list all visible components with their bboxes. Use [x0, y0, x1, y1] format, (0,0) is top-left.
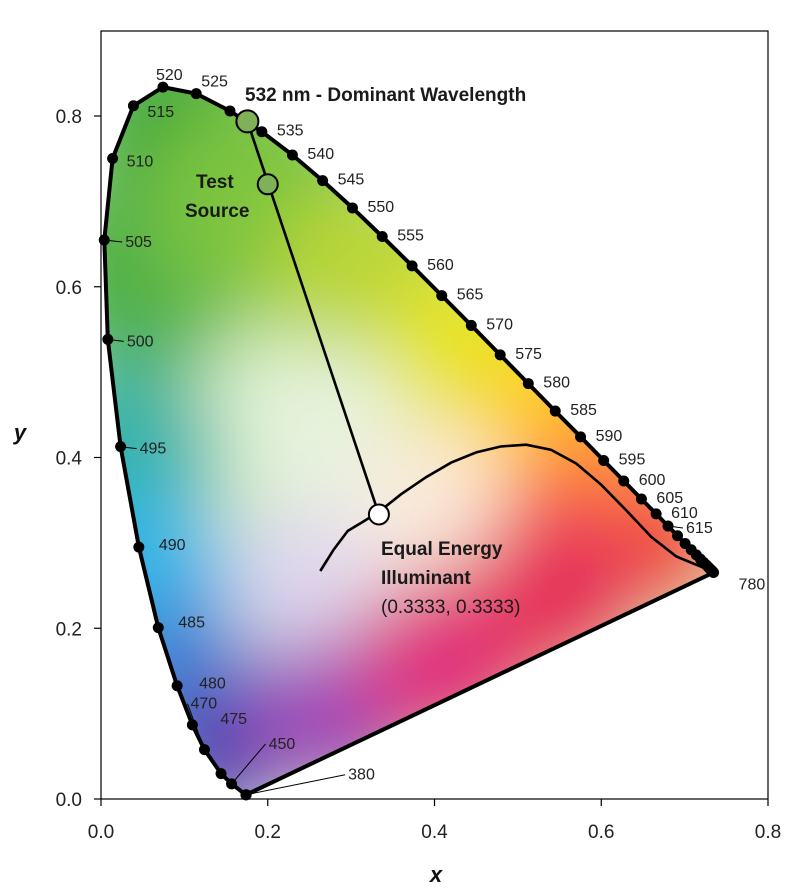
y-tick-label: 0.6 — [56, 278, 82, 299]
equal-energy-point — [367, 503, 390, 526]
wavelength-label-490: 490 — [159, 537, 186, 554]
wavelength-label-495: 495 — [140, 441, 167, 458]
equal-energy-coords: (0.3333, 0.3333) — [381, 597, 520, 618]
y-tick-label: 0.0 — [56, 790, 82, 811]
locus-dot — [317, 175, 329, 187]
locus-dot — [672, 530, 684, 542]
x-axis-title: x — [429, 862, 443, 887]
locus-dot — [152, 622, 164, 634]
wavelength-label-525: 525 — [201, 74, 228, 91]
x-tick-label: 0.0 — [88, 822, 114, 843]
locus-dot — [598, 454, 610, 466]
wavelength-label-610: 610 — [671, 505, 698, 522]
locus-dot — [240, 789, 252, 801]
wavelength-label-515: 515 — [147, 104, 174, 121]
dominant-point — [235, 109, 260, 134]
planckian-locus-curve — [319, 443, 715, 574]
locus-dot — [186, 719, 198, 731]
locus-dot — [198, 744, 210, 756]
wavelength-label-475: 475 — [220, 711, 247, 728]
locus-dot — [650, 508, 662, 520]
locus-dot — [226, 778, 238, 790]
wavelength-label-590: 590 — [596, 428, 623, 445]
x-tick-label: 0.2 — [255, 822, 281, 843]
wavelength-label-510: 510 — [127, 154, 154, 171]
locus-dot — [171, 680, 183, 692]
test-source-label-line1: Test — [196, 172, 234, 193]
locus-dot — [98, 234, 110, 246]
wavelength-label-505: 505 — [125, 234, 152, 251]
wavelength-label-545: 545 — [338, 172, 365, 189]
test-source-label-line2: Source — [185, 201, 249, 222]
y-tick-label: 0.4 — [56, 449, 83, 470]
locus-dot — [436, 290, 448, 302]
wavelength-label-535: 535 — [277, 123, 304, 140]
y-axis-title: y — [13, 420, 28, 445]
locus-dot — [549, 405, 561, 417]
wavelength-label-595: 595 — [619, 451, 646, 468]
wavelength-markers — [98, 81, 720, 801]
wavelength-label-540: 540 — [307, 146, 334, 163]
locus-dot — [708, 567, 720, 579]
wavelength-label-570: 570 — [486, 316, 513, 333]
locus-dot — [133, 541, 145, 553]
wavelength-label-450: 450 — [269, 736, 296, 753]
wavelength-label-485: 485 — [178, 615, 205, 632]
wavelength-label-585: 585 — [570, 402, 597, 419]
x-tick-label: 0.8 — [755, 822, 781, 843]
locus-dot — [157, 81, 169, 93]
locus-dot — [635, 493, 647, 505]
wavelength-label-480: 480 — [199, 676, 226, 693]
dominant-wavelength-label: 532 nm - Dominant Wavelength — [245, 85, 526, 106]
locus-dot — [224, 105, 236, 117]
wavelength-label-575: 575 — [515, 346, 542, 363]
locus-dot — [346, 202, 358, 214]
equal-energy-label-line1: Equal Energy — [381, 539, 503, 560]
x-axis-ticks: 0.0 0.2 0.4 0.6 0.8 — [88, 799, 781, 843]
x-tick-label: 0.6 — [588, 822, 614, 843]
wavelength-label-555: 555 — [397, 227, 424, 244]
wavelength-label-615: 615 — [686, 520, 713, 537]
locus-dot — [465, 319, 477, 331]
y-axis-ticks: 0.0 0.2 0.4 0.6 0.8 — [56, 107, 101, 811]
locus-dot — [575, 431, 587, 443]
wavelength-label-500: 500 — [127, 333, 154, 350]
locus-dot — [618, 475, 630, 487]
wavelength-label-560: 560 — [427, 257, 454, 274]
locus-dot — [256, 126, 268, 138]
y-tick-label: 0.2 — [56, 619, 82, 640]
wavelength-label-380: 380 — [348, 767, 375, 784]
locus-dot — [406, 260, 418, 272]
locus-dot — [127, 100, 139, 112]
featured-points — [235, 109, 390, 526]
wavelength-label-600: 600 — [639, 472, 666, 489]
locus-dot — [107, 153, 119, 165]
wavelength-label-520: 520 — [156, 67, 183, 84]
test-source-point — [256, 173, 279, 196]
locus-dot — [115, 441, 127, 453]
locus-dot — [662, 520, 674, 532]
wavelength-label-605: 605 — [656, 490, 683, 507]
locus-dot — [190, 88, 202, 100]
wavelength-label-550: 550 — [367, 199, 394, 216]
wavelength-label-780: 780 — [739, 577, 766, 594]
locus-dot — [376, 230, 388, 242]
wavelength-label-580: 580 — [543, 375, 570, 392]
y-tick-label: 0.8 — [56, 107, 82, 128]
locus-dot — [286, 149, 298, 161]
leader-line — [246, 774, 346, 796]
leader-line — [231, 743, 266, 785]
locus-dot — [215, 768, 227, 780]
locus-dot — [522, 378, 534, 390]
locus-dot — [102, 333, 114, 345]
wavelength-label-565: 565 — [457, 287, 484, 304]
wavelength-label-470: 470 — [190, 696, 217, 713]
x-tick-label: 0.4 — [421, 822, 448, 843]
locus-dot — [494, 349, 506, 361]
equal-energy-label-line2: Illuminant — [381, 568, 471, 589]
